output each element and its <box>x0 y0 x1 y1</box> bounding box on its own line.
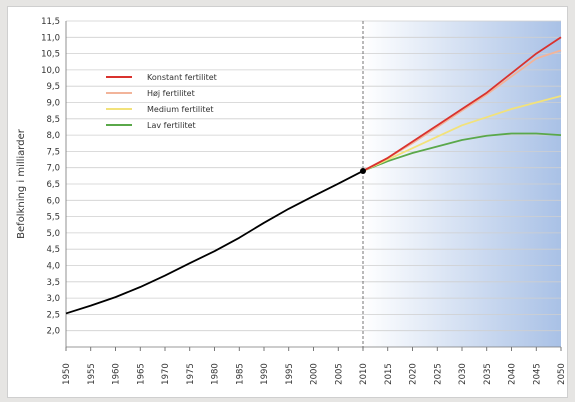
x-tick-label: 1960 <box>112 363 122 385</box>
y-tick-label: 2,5 <box>46 310 60 320</box>
x-tick-labels: 1950 1955 1960 1965 1970 1975 1980 1985 1990 1995… <box>62 363 567 385</box>
series-line <box>362 95 562 172</box>
y-tick-label: 8,0 <box>46 131 60 141</box>
y-tick-label: 6,0 <box>46 196 60 206</box>
y-tick-label: 5,5 <box>46 213 60 223</box>
y-tick-label: 2,0 <box>46 327 60 337</box>
x-tick-label: 2050 <box>557 363 567 385</box>
x-tick-label: 2030 <box>458 363 468 385</box>
x-tick-label: 2000 <box>310 363 320 385</box>
y-tick-label: 6,5 <box>46 180 60 190</box>
x-tick-label: 2035 <box>483 363 493 385</box>
y-tick-label: 7,0 <box>46 164 60 174</box>
x-tick-label: 1975 <box>186 363 196 385</box>
x-tick-label: 1980 <box>211 363 221 385</box>
x-tick-label: 1950 <box>62 363 72 385</box>
x-tick-label: 2020 <box>409 363 419 385</box>
x-tick-label: 1995 <box>285 363 295 385</box>
legend-label: Høj fertilitet <box>147 89 195 98</box>
x-tick-label: 2015 <box>384 363 394 385</box>
y-tick-label: 10,5 <box>41 50 60 60</box>
chart-frame: 2,0 2,5 3,0 3,5 4,0 4,5 5,0 5,5 6,0 6,5 7,0 7,5 8,0 8… <box>7 6 568 398</box>
y-tick-label: 11,5 <box>41 17 60 27</box>
y-tick-label: 4,5 <box>46 245 60 255</box>
series-line <box>362 132 562 172</box>
y-tick-label: 9,0 <box>46 99 60 109</box>
y-axis-label: Befolkning i milliarder <box>16 128 27 239</box>
series-lines <box>65 36 562 315</box>
legend-label: Konstant fertilitet <box>147 73 217 82</box>
y-tick-label: 9,5 <box>46 82 60 92</box>
historical-line <box>65 170 364 315</box>
y-tick-label: 10,0 <box>41 66 60 76</box>
x-tick-label: 1955 <box>87 363 97 385</box>
series-line <box>362 36 562 172</box>
y-tick-label: 5,0 <box>46 229 60 239</box>
y-tick-label: 3,5 <box>46 278 60 288</box>
y-tick-label: 11,0 <box>41 33 60 43</box>
x-tick-label: 1970 <box>161 363 171 385</box>
y-tick-label: 4,0 <box>46 262 60 272</box>
x-tick-label: 1965 <box>136 363 146 385</box>
legend-label: Medium fertilitet <box>147 105 214 114</box>
y-tick-label: 7,5 <box>46 147 60 157</box>
grid-lines <box>66 20 561 332</box>
y-tick-label: 8,5 <box>46 115 60 125</box>
axes <box>65 21 562 351</box>
legend: Konstant fertilitet Høj fertilitet Medium … <box>106 73 217 130</box>
x-tick-label: 2040 <box>508 363 518 385</box>
x-tick-label: 2010 <box>359 363 369 385</box>
y-tick-label: 3,0 <box>46 294 60 304</box>
projection-start-dot <box>360 167 366 174</box>
x-tick-label: 2005 <box>334 363 344 385</box>
y-tick-labels: 2,0 2,5 3,0 3,5 4,0 4,5 5,0 5,5 6,0 6,5 7,0 7,5 8,0 8… <box>41 17 60 337</box>
x-tick-label: 2025 <box>433 363 443 385</box>
x-tick-label: 2045 <box>532 363 542 385</box>
x-tick-label: 1990 <box>260 363 270 385</box>
x-tick-label: 1985 <box>235 363 245 385</box>
legend-label: Lav fertilitet <box>147 121 196 130</box>
population-chart: 2,0 2,5 3,0 3,5 4,0 4,5 5,0 5,5 6,0 6,5 7,0 7,5 8,0 8… <box>16 17 567 385</box>
